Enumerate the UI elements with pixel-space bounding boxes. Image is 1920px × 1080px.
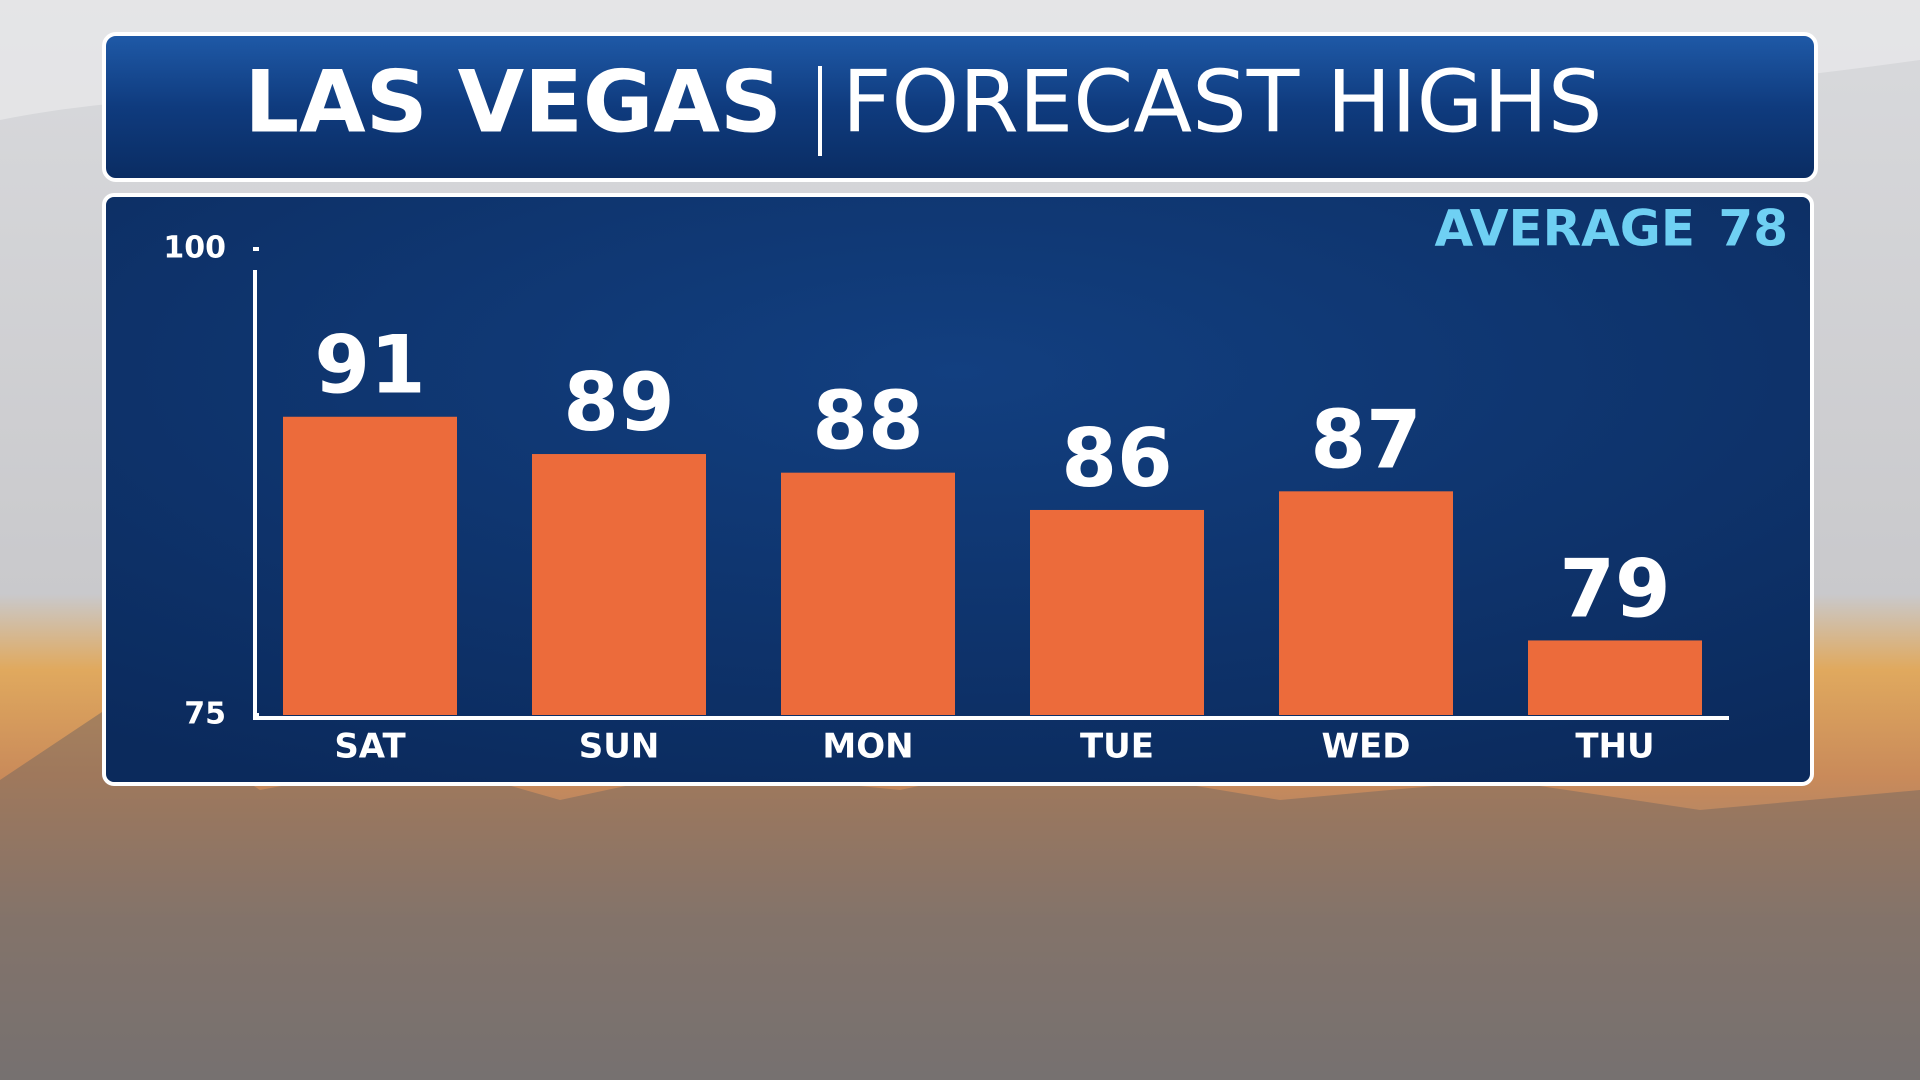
y-tick-label: 75: [184, 697, 226, 732]
x-tick-label: MON: [822, 727, 913, 767]
bar: [1279, 491, 1453, 715]
chart-subtitle: FORECAST HIGHS: [842, 52, 1603, 152]
value-label: 88: [812, 375, 923, 468]
bar: [532, 454, 706, 715]
city-skyline: [0, 700, 1920, 1080]
x-tick-label: THU: [1575, 727, 1654, 767]
x-tick-label: SUN: [579, 727, 660, 767]
average-label: AVERAGE: [1434, 200, 1695, 258]
x-tick-label: WED: [1322, 727, 1411, 767]
y-tick-label: 100: [163, 231, 226, 266]
chart-title: LAS VEGAS: [244, 52, 782, 152]
x-tick-label: TUE: [1080, 727, 1154, 767]
bar: [283, 416, 457, 715]
bar: [1528, 640, 1702, 715]
average-value: 78: [1718, 200, 1788, 258]
value-label: 86: [1061, 412, 1172, 505]
value-label: 87: [1310, 393, 1421, 486]
value-label: 89: [563, 356, 674, 449]
value-label: 79: [1559, 542, 1670, 635]
x-tick-label: SAT: [334, 727, 406, 767]
title-panel: [102, 32, 1818, 182]
bar: [781, 472, 955, 715]
value-label: 91: [314, 319, 425, 412]
bar: [1030, 509, 1204, 715]
